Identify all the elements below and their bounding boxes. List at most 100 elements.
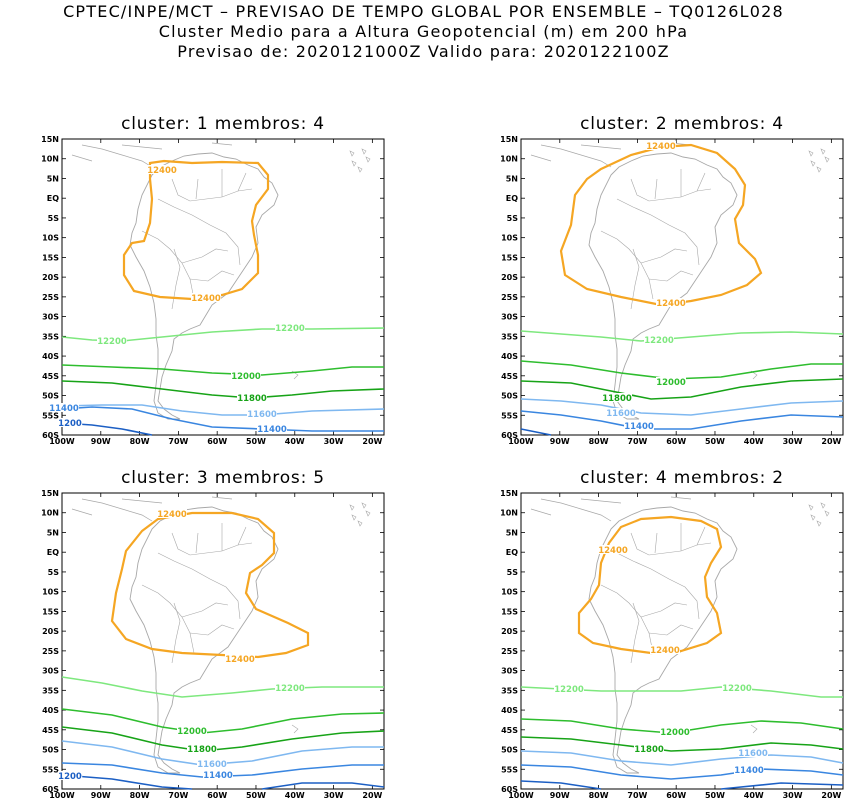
contour-label-12200: 12200 — [554, 685, 584, 695]
contour-11800 — [61, 726, 385, 752]
contour-label-11600: 11600 — [197, 760, 227, 770]
contour-11600 — [520, 398, 844, 416]
contour-12200 — [61, 676, 384, 698]
island — [357, 520, 363, 527]
country-border — [640, 602, 688, 618]
island — [810, 514, 816, 521]
lon-tick-label: 100W — [508, 791, 534, 800]
lat-tick-label: 10N — [500, 155, 518, 164]
contour-label-12400-bg — [191, 293, 221, 302]
lon-tick-label: 90W — [91, 437, 111, 446]
lon-tick-label: 100W — [49, 437, 75, 446]
central-america-coastline — [71, 496, 233, 522]
contour-label-12400-bg — [157, 509, 187, 518]
lat-tick-label: 35S — [501, 686, 518, 695]
lat-tick-label: 55S — [501, 411, 518, 420]
lat-tick-label: 35S — [501, 332, 518, 341]
island — [357, 166, 363, 173]
south-america-coastline — [588, 506, 738, 774]
contour-label-12200: 12200 — [275, 684, 305, 694]
lat-tick-label: 5S — [507, 214, 519, 223]
lon-tick-label: 60W — [207, 437, 227, 446]
island — [365, 510, 371, 517]
contour-label-11400-bg — [203, 770, 233, 779]
contour-label-12000-bg — [177, 726, 207, 735]
lat-tick-label: EQ — [506, 194, 518, 203]
contour-label-12400: 12400 — [598, 546, 628, 556]
country-border — [157, 552, 241, 620]
lon-tick-label: 30W — [783, 437, 803, 446]
map-frame — [61, 138, 385, 436]
lat-tick-label: 45S — [42, 372, 59, 381]
lat-tick-label: 30S — [501, 667, 518, 676]
panel-2-title: cluster: 2 membros: 4 — [580, 114, 784, 134]
lat-tick-label: 35S — [42, 332, 59, 341]
lat-tick-label: 15S — [501, 253, 518, 262]
lat-tick-label: 10N — [41, 155, 59, 164]
lat-tick-label: 20S — [42, 273, 59, 282]
contour-12400 — [110, 511, 310, 659]
contour-label-12200-bg — [722, 683, 752, 692]
lat-tick-label: 10N — [500, 509, 518, 518]
map-panel-3: 15N 10N 5N EQ 5S 10S 15S 20S 25S 30S 35S 40S 45S 50S 5… — [41, 489, 385, 800]
country-border — [616, 198, 700, 266]
contour-label-12200: 12200 — [275, 324, 305, 334]
contour-label-12000: 12000 — [231, 372, 261, 382]
contour-label-11400: 11400 — [624, 422, 654, 432]
lon-tick-label: 50W — [246, 791, 266, 800]
country-border — [141, 584, 195, 654]
lon-tick-label: 20W — [821, 791, 841, 800]
lat-tick-label: 15N — [41, 135, 59, 144]
contour-12000 — [520, 360, 843, 380]
contour-label-12200-bg — [97, 336, 127, 345]
lat-tick-label: 60S — [42, 785, 59, 794]
lat-tick-label: 20S — [501, 273, 518, 282]
country-border — [696, 172, 706, 192]
lat-tick-label: 20S — [42, 627, 59, 636]
contour-11600 — [520, 750, 844, 766]
island — [351, 514, 357, 521]
lat-tick-label: 5N — [506, 174, 518, 183]
country-border — [181, 248, 229, 264]
lat-tick-label: 15N — [41, 489, 59, 498]
lat-tick-label: 5S — [48, 214, 60, 223]
central-america-coastline — [71, 142, 233, 168]
island — [361, 148, 367, 155]
lat-tick-label: 30S — [42, 313, 59, 322]
lon-tick-label: 100W — [508, 437, 534, 446]
lat-tick-label: 30S — [42, 667, 59, 676]
contour-11800 — [520, 736, 844, 752]
lat-tick-label: 25S — [42, 293, 59, 302]
contour-label-12200: 12200 — [97, 337, 127, 347]
contour-12400 — [559, 143, 763, 307]
contour-11400 — [520, 764, 844, 780]
contour-label-11600-bg — [247, 409, 277, 418]
lat-tick-label: 50S — [501, 392, 518, 401]
lon-tick-label: 70W — [627, 791, 647, 800]
island — [820, 148, 826, 155]
country-border — [648, 270, 694, 282]
lon-tick-label: 70W — [627, 437, 647, 446]
lon-tick-label: 30W — [324, 437, 344, 446]
island — [365, 156, 371, 163]
lon-tick-label: 90W — [550, 791, 570, 800]
lat-tick-label: 10N — [41, 509, 59, 518]
contour-11600 — [61, 404, 385, 416]
contour-label-11600: 11600 — [247, 410, 277, 420]
contour-label-12400: 12400 — [650, 646, 680, 656]
country-border — [600, 584, 654, 654]
lon-tick-label: 80W — [130, 791, 150, 800]
contour-label-12400-bg — [147, 165, 177, 174]
contour-label-12200-bg — [275, 323, 305, 332]
lat-tick-label: 40S — [501, 352, 518, 361]
lat-tick-label: 5N — [47, 528, 59, 537]
lon-tick-label: 100W — [49, 791, 75, 800]
contour-label-12400: 12400 — [147, 166, 177, 176]
lat-tick-label: 25S — [42, 647, 59, 656]
contour-label-11800-bg — [634, 744, 664, 753]
island — [291, 724, 299, 734]
contour-label-11400: 11400 — [49, 404, 79, 414]
island — [824, 156, 830, 163]
contour-label-12400: 12400 — [656, 299, 686, 309]
lon-tick-label: 90W — [550, 437, 570, 446]
